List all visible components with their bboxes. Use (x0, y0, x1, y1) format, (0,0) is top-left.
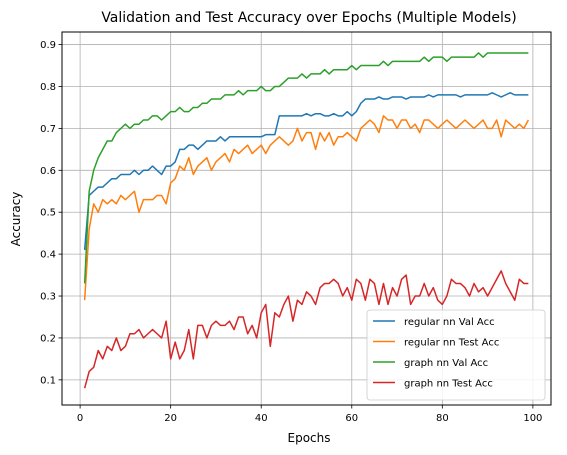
x-tick-label: 20 (164, 413, 177, 424)
legend-label: graph nn Test Acc (404, 379, 493, 390)
plot-frame (61, 31, 552, 406)
y-tick-label: 0.8 (40, 82, 56, 93)
x-tick-label: 60 (345, 413, 358, 424)
legend-box (366, 309, 546, 401)
y-tick-label: 0.7 (40, 124, 56, 135)
series-line-regular-nn-test-acc (83, 115, 530, 301)
legend-label: regular nn Val Acc (404, 317, 495, 328)
y-tick-label: 0.6 (40, 166, 56, 177)
legend-label: graph nn Val Acc (404, 358, 488, 369)
x-tick-label: 80 (436, 413, 449, 424)
x-tick-label: 100 (523, 413, 542, 424)
axis-ticks: 0 20 40 60 80 100 0.1 0.2 0.3 0.4 0.5 0.6 0.7 0.8 0.9 (40, 40, 542, 424)
legend: regular nn Val Acc regular nn Test Acc gra… (366, 309, 546, 401)
legend-label: regular nn Test Acc (404, 338, 499, 349)
x-axis-label: Epochs (288, 431, 331, 445)
y-tick-label: 0.4 (40, 250, 56, 261)
y-tick-label: 0.5 (40, 208, 56, 219)
series-line-regular-nn-val-acc (83, 92, 529, 250)
x-tick-label: 40 (255, 413, 268, 424)
y-axis-label: Accuracy (9, 192, 23, 247)
y-tick-label: 0.3 (40, 292, 56, 303)
y-tick-label: 0.1 (40, 375, 56, 386)
chart-title: Validation and Test Accuracy over Epochs… (101, 10, 516, 26)
x-tick-label: 0 (77, 413, 83, 424)
y-tick-label: 0.2 (40, 333, 56, 344)
series-line-graph-nn-val-acc (83, 52, 529, 284)
series-line-graph-nn-test-acc (83, 270, 529, 389)
y-tick-label: 0.9 (40, 40, 56, 51)
series-lines (83, 52, 530, 389)
